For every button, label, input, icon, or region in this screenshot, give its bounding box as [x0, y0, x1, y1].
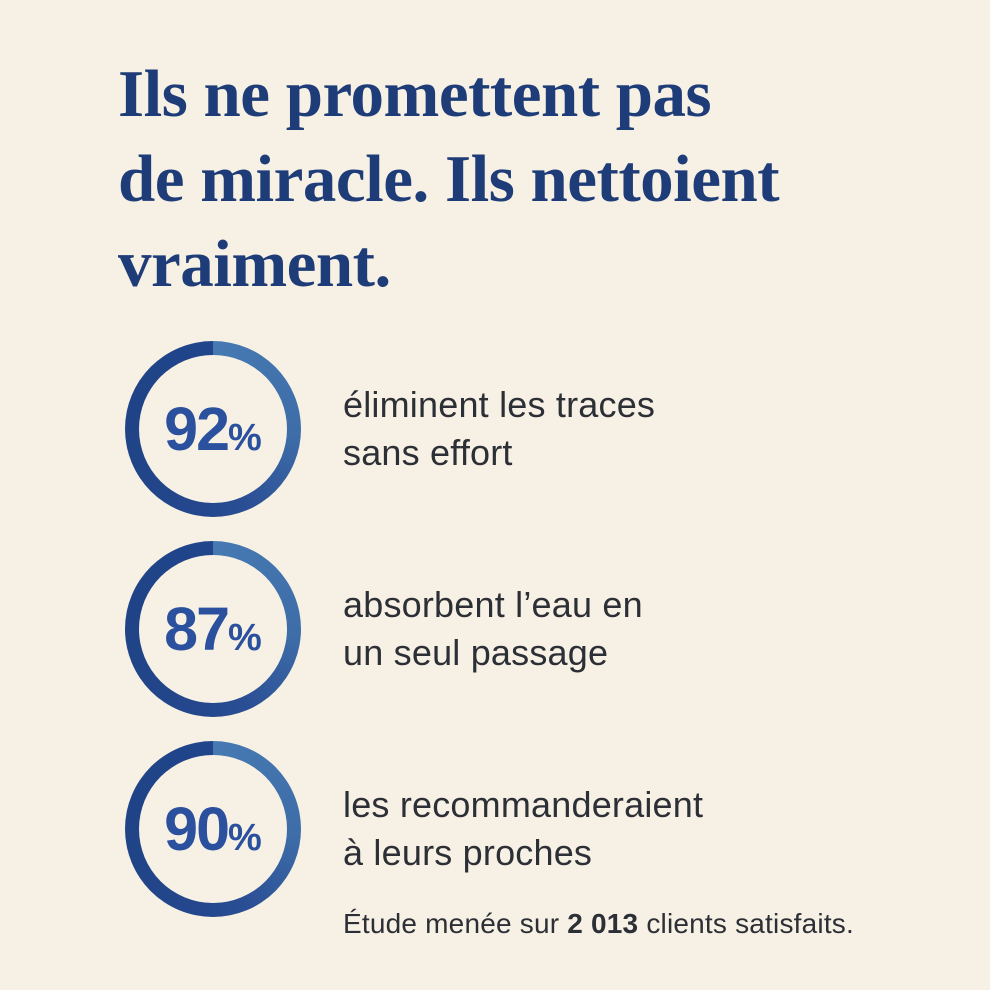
- stat-ring-inner: 90%: [139, 755, 287, 903]
- stat-percent-sign: %: [228, 616, 262, 659]
- stat-value: 92%: [164, 398, 262, 460]
- stat-label-line-2: à leurs proches: [343, 832, 593, 873]
- footnote-prefix: Étude menée sur: [343, 908, 560, 939]
- stat-ring-icon: 90%: [125, 741, 301, 917]
- stat-label: éliminent les traces sans effort: [343, 381, 655, 477]
- stat-percent-sign: %: [228, 816, 262, 859]
- page-title: Ils ne promettent pas de miracle. Ils ne…: [118, 52, 918, 307]
- stat-row-1: 92% éliminent les traces sans effort: [125, 341, 655, 517]
- stat-percent-sign: %: [228, 416, 262, 459]
- footnote-sample-size: 2 013: [567, 908, 639, 939]
- stat-value: 87%: [164, 598, 262, 660]
- stat-ring-icon: 87%: [125, 541, 301, 717]
- stat-number: 92: [164, 394, 230, 463]
- stat-label-line-1: éliminent les traces: [343, 384, 656, 425]
- headline-line-3: vraiment.: [118, 227, 391, 301]
- stat-number: 87: [164, 594, 230, 663]
- stat-label: absorbent l’eau en un seul passage: [343, 581, 643, 677]
- stat-label-line-2: sans effort: [343, 432, 513, 473]
- stat-value: 90%: [164, 798, 262, 860]
- stat-ring-inner: 87%: [139, 555, 287, 703]
- stat-label: les recommanderaient à leurs proches: [343, 781, 703, 877]
- stat-ring-icon: 92%: [125, 341, 301, 517]
- stat-number: 90: [164, 794, 230, 863]
- headline-line-2: de miracle. Ils nettoient: [118, 142, 780, 216]
- headline-line-1: Ils ne promettent pas: [118, 57, 712, 131]
- stat-label-line-1: les recommanderaient: [343, 784, 704, 825]
- study-footnote: Étude menée sur 2 013 clients satisfaits.: [343, 908, 854, 940]
- stat-ring-inner: 92%: [139, 355, 287, 503]
- footnote-suffix: clients satisfaits.: [646, 908, 854, 939]
- stat-label-line-1: absorbent l’eau en: [343, 584, 643, 625]
- stat-row-3: 90% les recommanderaient à leurs proches: [125, 741, 703, 917]
- stat-label-line-2: un seul passage: [343, 632, 609, 673]
- stat-row-2: 87% absorbent l’eau en un seul passage: [125, 541, 643, 717]
